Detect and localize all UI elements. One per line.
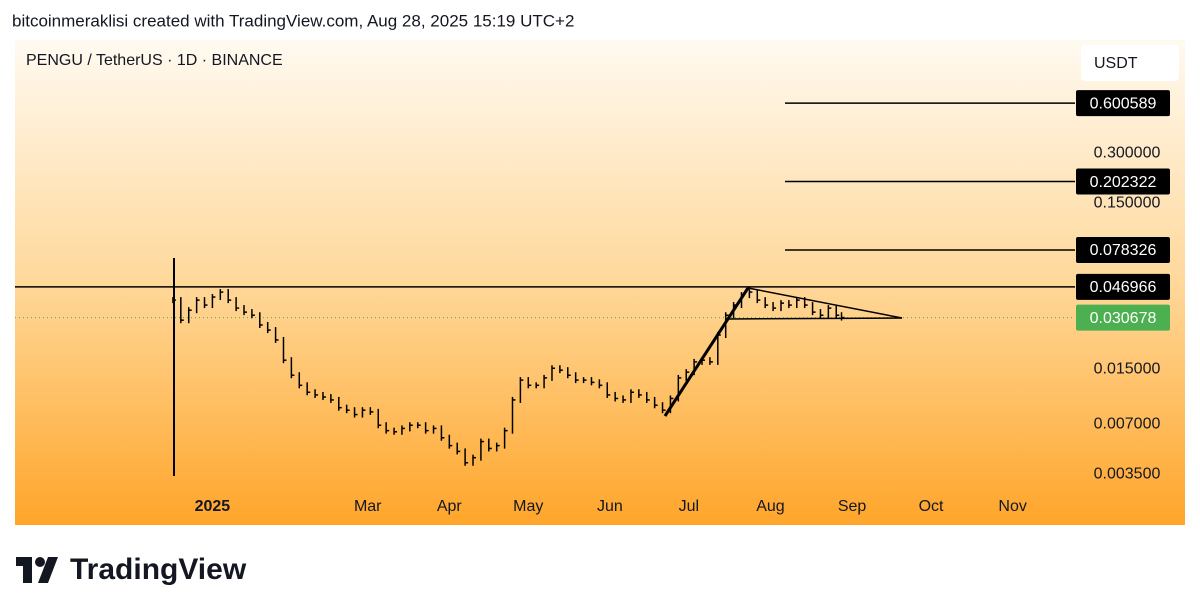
symbol-title: PENGU / TetherUS · 1D · BINANCE <box>26 52 283 69</box>
y-tick-label: 0.300000 <box>1094 144 1161 161</box>
x-tick-label: Oct <box>919 498 944 515</box>
chart-layer: 2025 Mar Apr May Jun Jul Aug Sep Oct Nov 0.300000 0… <box>15 90 1170 515</box>
plot-background <box>15 40 1185 525</box>
level-tag <box>1076 273 1170 300</box>
y-tick-label: 0.150000 <box>1094 194 1161 211</box>
drawn-trend-line <box>663 287 750 417</box>
x-tick-label: Sep <box>838 498 867 515</box>
currency-box[interactable] <box>1081 45 1179 81</box>
currency-label: USDT <box>1094 55 1138 72</box>
last-price-label: 0.030678 <box>1090 310 1157 327</box>
level-tag-label: 0.078326 <box>1090 242 1157 259</box>
drawn-triangle-lower <box>727 317 903 320</box>
x-tick-label: Jun <box>597 498 623 515</box>
drawn-triangle-upper <box>747 287 903 319</box>
level-tag <box>1076 90 1170 117</box>
level-tag-label: 0.600589 <box>1090 95 1157 112</box>
last-price-tag <box>1076 304 1170 331</box>
logo-text: TradingView <box>70 553 247 586</box>
x-tick-label: Jul <box>679 498 699 515</box>
x-tick-label: Apr <box>437 498 463 515</box>
level-tag <box>1076 168 1170 195</box>
y-tick-label: 0.007000 <box>1094 415 1161 432</box>
y-tick-label: 0.003500 <box>1094 465 1161 482</box>
x-tick-label: 2025 <box>195 498 231 515</box>
level-tag <box>1076 236 1170 263</box>
level-tag-label: 0.046966 <box>1090 279 1157 296</box>
x-tick-label: Mar <box>354 498 382 515</box>
x-tick-label: Nov <box>998 498 1026 515</box>
header: bitcoinmeraklisi created with TradingVie… <box>12 11 574 30</box>
y-tick-label: 0.015000 <box>1094 360 1161 377</box>
x-tick-label: Aug <box>756 498 784 515</box>
level-tag-label: 0.202322 <box>1090 174 1157 191</box>
x-tick-label: May <box>513 498 543 515</box>
logo-mark <box>16 557 58 583</box>
